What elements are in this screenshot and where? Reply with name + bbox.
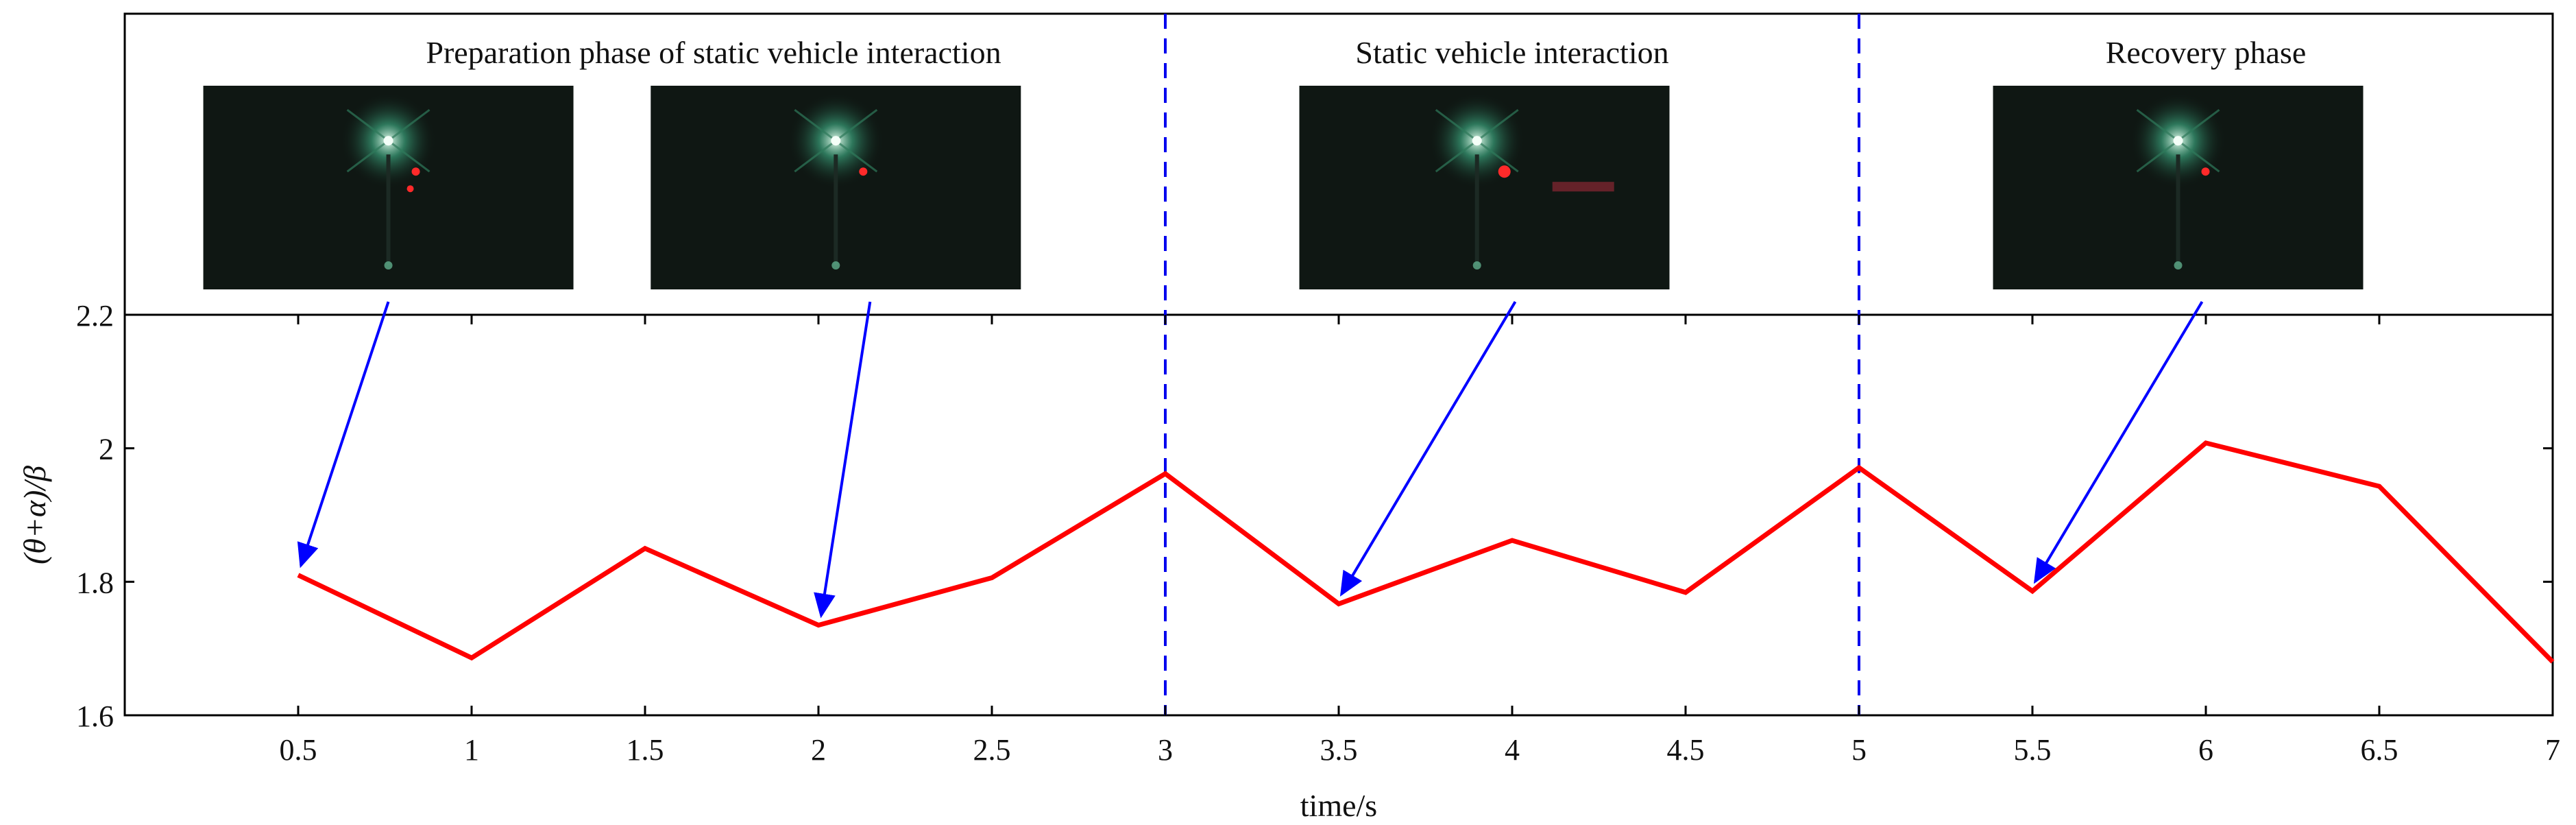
x-tick-label: 4.5 <box>1667 733 1705 767</box>
x-tick-label: 1 <box>464 733 479 767</box>
ground-light <box>831 261 840 270</box>
light-source <box>2173 136 2183 146</box>
series-line-1 <box>297 440 2555 664</box>
phase-label-1: Preparation phase of static vehicle inte… <box>426 35 1001 70</box>
ground-light <box>2174 261 2183 270</box>
x-tick-label: 5 <box>1851 733 1867 767</box>
thumbnail-3 <box>1299 86 1670 289</box>
light-source <box>831 136 841 146</box>
arrow-2 <box>814 301 872 619</box>
light-source <box>1472 136 1482 146</box>
arrows <box>297 300 2204 619</box>
ground-light <box>1472 261 1481 270</box>
x-axis-label: time/s <box>1300 788 1377 823</box>
red-marker <box>2201 167 2210 176</box>
series-layer <box>297 440 2555 664</box>
thumbnail-4 <box>1993 86 2364 289</box>
phase-label-2: Static vehicle interaction <box>1355 35 1668 70</box>
x-tick-label: 0.5 <box>280 733 317 767</box>
thumbnail-1 <box>203 86 574 289</box>
x-tick-label: 3.5 <box>1320 733 1358 767</box>
ground-light <box>384 261 393 270</box>
x-tick-label: 1.5 <box>627 733 664 767</box>
phase-label-3: Recovery phase <box>2106 35 2307 70</box>
phase-dividers <box>1164 14 1860 715</box>
y-tick-label: 2.2 <box>76 299 114 333</box>
image-panel: Preparation phase of static vehicle inte… <box>123 12 2554 316</box>
red-marker <box>859 167 868 176</box>
light-source <box>383 136 393 146</box>
thumbnail-2 <box>651 86 1021 289</box>
arrow-1 <box>297 301 390 569</box>
y-tick-label: 2 <box>99 433 114 466</box>
plot-frame <box>123 313 2554 717</box>
x-tick-label: 5.5 <box>2014 733 2052 767</box>
y-tick-label: 1.6 <box>76 700 114 733</box>
arrow-4 <box>2033 300 2204 584</box>
x-tick-label: 7 <box>2545 733 2560 767</box>
x-tick-label: 6 <box>2198 733 2213 767</box>
arrow-3 <box>1339 300 1517 597</box>
axis-ticks: 0.5 1 1.5 2 2.5 3 3.5 4 4.5 5 5.5 6 6.5 7 1.6 1.8 2 2.2 <box>76 299 2560 767</box>
red-marker <box>411 167 420 176</box>
x-tick-label: 2 <box>811 733 826 767</box>
y-tick-label: 1.8 <box>76 566 114 599</box>
tail-lights <box>1552 182 1614 192</box>
x-tick-label: 4 <box>1505 733 1520 767</box>
plot-area <box>123 313 2554 717</box>
x-tick-label: 2.5 <box>973 733 1011 767</box>
red-marker <box>406 185 414 193</box>
y-axis-label: (θ+α)/β <box>17 466 52 564</box>
x-tick-label: 3 <box>1158 733 1173 767</box>
red-marker <box>1498 165 1511 178</box>
x-tick-label: 6.5 <box>2361 733 2398 767</box>
